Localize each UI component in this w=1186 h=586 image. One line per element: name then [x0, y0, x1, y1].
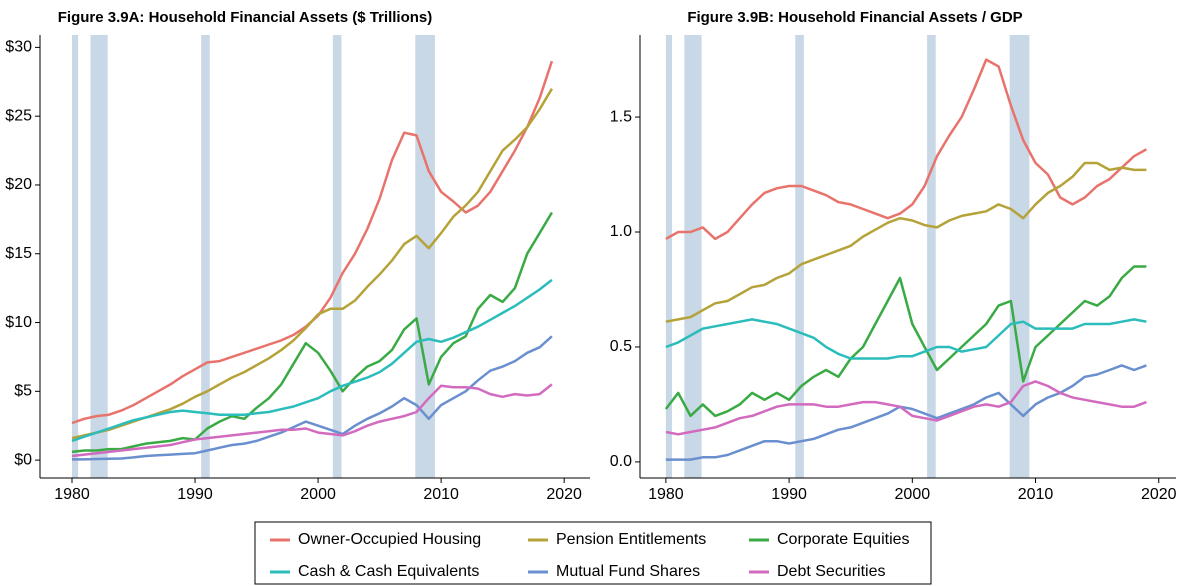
recession-band — [201, 35, 210, 478]
series-line — [665, 161, 1147, 323]
y-tick-label: $15 — [5, 245, 32, 262]
chart-title: Figure 3.9B: Household Financial Assets … — [687, 9, 1022, 26]
y-tick-label: $5 — [14, 383, 32, 400]
y-tick-label: $20 — [5, 176, 32, 193]
series-line — [664, 265, 1147, 418]
legend-label: Mutual Fund Shares — [556, 563, 700, 580]
y-tick-label: $0 — [14, 451, 32, 468]
legend-box — [254, 521, 932, 585]
x-tick-label: 2000 — [300, 486, 336, 503]
y-tick-label: 0.0 — [610, 453, 632, 470]
legend-label: Owner-Occupied Housing — [298, 531, 481, 548]
x-tick-label: 2010 — [423, 486, 459, 503]
series-line — [71, 88, 553, 440]
series-line — [665, 318, 1147, 360]
y-tick-label: 1.0 — [610, 223, 632, 240]
legend-label: Corporate Equities — [777, 531, 910, 548]
x-tick-label: 1990 — [771, 486, 807, 503]
x-tick-label: 2000 — [895, 486, 931, 503]
series-line — [71, 383, 553, 458]
series-line — [72, 335, 553, 461]
recession-band — [1009, 35, 1030, 478]
legend-label: Debt Securities — [777, 563, 886, 580]
y-tick-label: 1.5 — [610, 108, 632, 125]
x-tick-label: 2010 — [1018, 486, 1054, 503]
y-tick-label: $30 — [5, 39, 32, 56]
x-tick-label: 1990 — [177, 486, 213, 503]
series-line — [665, 380, 1147, 436]
recession-band — [665, 35, 673, 478]
y-tick-label: $10 — [5, 314, 32, 331]
y-tick-label: $25 — [5, 107, 32, 124]
series-line — [71, 278, 553, 443]
recession-band — [927, 35, 936, 478]
series-line — [665, 364, 1147, 461]
series-line — [71, 211, 553, 454]
y-tick-label: 0.5 — [610, 338, 632, 355]
x-tick-label: 1980 — [54, 486, 90, 503]
recession-band — [795, 35, 804, 478]
x-tick-label: 2020 — [546, 486, 582, 503]
series-line — [665, 58, 1148, 241]
legend-label: Pension Entitlements — [556, 531, 706, 548]
recession-band — [71, 35, 79, 478]
series-line — [71, 60, 554, 425]
recession-band — [684, 35, 702, 478]
chart-title: Figure 3.9A: Household Financial Assets … — [58, 9, 433, 26]
legend-label: Cash & Cash Equivalents — [298, 563, 479, 580]
x-tick-label: 1980 — [648, 486, 684, 503]
recession-band — [332, 35, 342, 478]
recession-band — [90, 35, 108, 478]
x-tick-label: 2020 — [1141, 486, 1177, 503]
